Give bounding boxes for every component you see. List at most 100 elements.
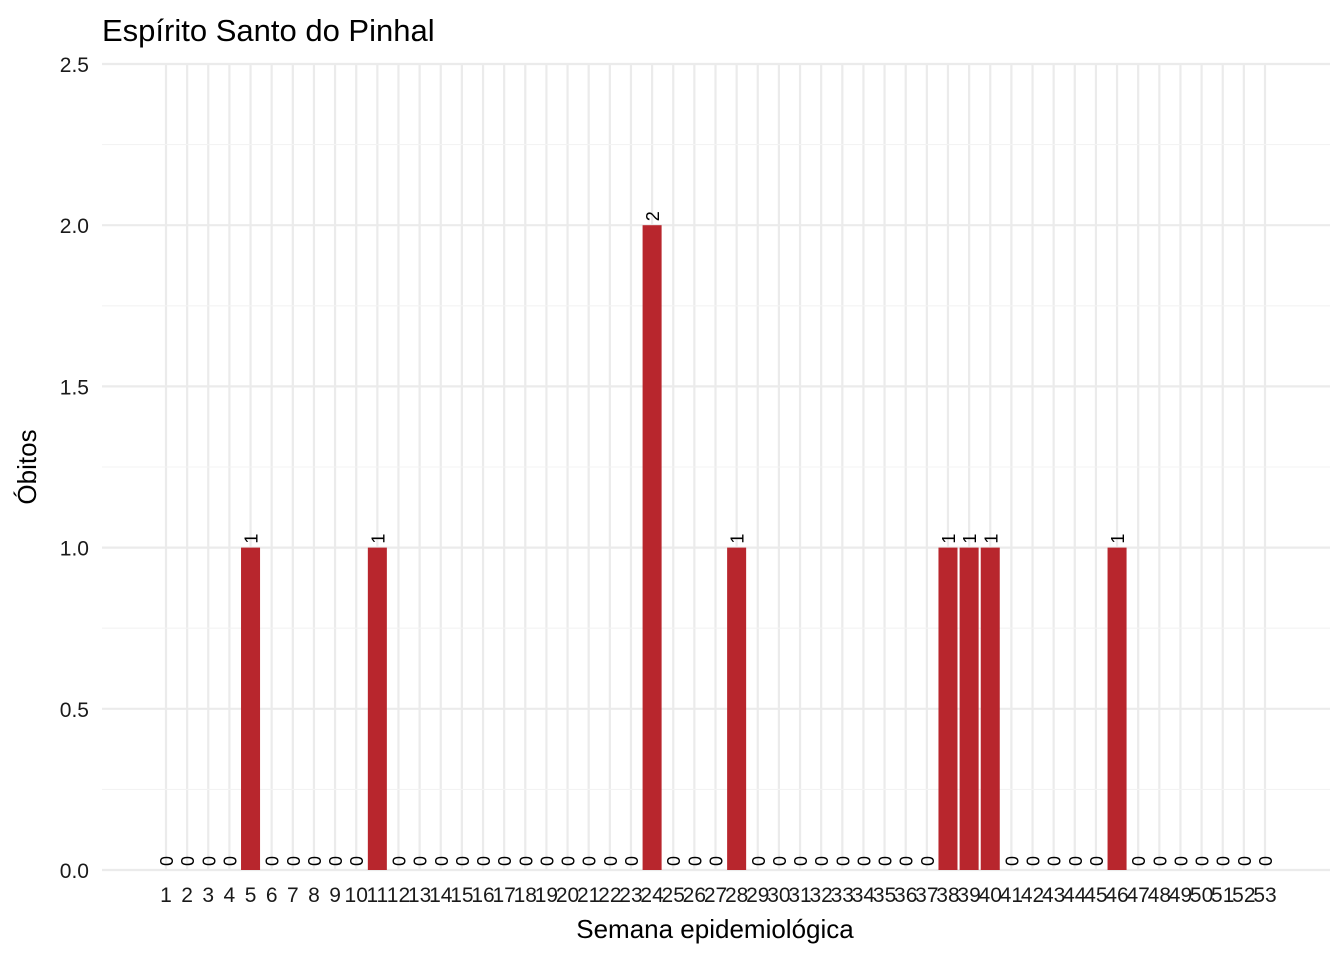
x-tick-label: 15 <box>450 884 473 907</box>
bar-value-label: 1 <box>368 534 388 544</box>
bar-value-label: 0 <box>1024 856 1044 866</box>
bar <box>727 547 747 870</box>
bar-value-label: 0 <box>1150 856 1170 866</box>
x-tick-label: 17 <box>492 884 515 907</box>
x-tick-label: 44 <box>1063 884 1087 907</box>
bar-value-label: 0 <box>1045 856 1065 866</box>
bar-value-label: 0 <box>178 856 198 866</box>
x-tick-label: 14 <box>429 884 453 907</box>
x-tick-label: 24 <box>640 884 664 907</box>
x-tick-label: 2 <box>181 884 193 907</box>
x-tick-label: 41 <box>1000 884 1023 907</box>
bar-value-label: 0 <box>580 856 600 866</box>
x-tick-label: 26 <box>683 884 706 907</box>
x-tick-label: 36 <box>894 884 917 907</box>
x-tick-label: 28 <box>725 884 748 907</box>
bar-labels: 0 0 0 010 0 0 0 010 0 0 0 0 0 0 0 0 0 0 020 0 010 0 0 0 0 0 0 0 01 1 1… <box>157 211 1276 866</box>
bar-value-label: 1 <box>981 534 1001 544</box>
x-tick-label: 4 <box>224 884 236 907</box>
x-tick-label: 49 <box>1169 884 1192 907</box>
x-tick-label: 18 <box>514 884 537 907</box>
bar-value-label: 0 <box>199 856 219 866</box>
bar-value-label: 0 <box>537 856 557 866</box>
x-tick-label: 32 <box>809 884 832 907</box>
bar-value-label: 0 <box>1256 856 1276 866</box>
x-tick-label: 37 <box>915 884 938 907</box>
x-tick-label: 9 <box>329 884 341 907</box>
bar-value-label: 0 <box>812 856 832 866</box>
bar-value-label: 0 <box>1214 856 1234 866</box>
x-tick-label: 30 <box>767 884 790 907</box>
y-tick-label: 1.0 <box>60 538 89 561</box>
x-tick-label: 8 <box>308 884 320 907</box>
chart-title: Espírito Santo do Pinhal <box>102 13 435 48</box>
bar-value-label: 0 <box>1002 856 1022 866</box>
bar-value-label: 0 <box>601 856 621 866</box>
x-tick-label: 51 <box>1211 884 1234 907</box>
bar-value-label: 0 <box>453 856 473 866</box>
bar-value-label: 0 <box>854 856 874 866</box>
bar <box>938 547 958 870</box>
x-tick-label: 27 <box>704 884 727 907</box>
x-tick-label: 52 <box>1232 884 1255 907</box>
bar-value-label: 0 <box>685 856 705 866</box>
x-tick-label: 10 <box>345 884 368 907</box>
bar-value-label: 0 <box>918 856 938 866</box>
x-tick-label: 34 <box>852 884 876 907</box>
x-tick-label: 13 <box>408 884 431 907</box>
x-axis-title: Semana epidemiológica <box>576 914 854 944</box>
x-tick-label: 47 <box>1127 884 1150 907</box>
bar-value-label: 0 <box>1129 856 1149 866</box>
bar-value-label: 0 <box>770 856 790 866</box>
bar-value-label: 0 <box>326 856 346 866</box>
bar-value-label: 0 <box>1193 856 1213 866</box>
x-tick-label: 25 <box>662 884 685 907</box>
x-tick-label: 38 <box>936 884 959 907</box>
bar-value-label: 1 <box>960 534 980 544</box>
y-tick-label: 0.0 <box>60 860 89 883</box>
x-tick-label: 46 <box>1105 884 1128 907</box>
bar-value-label: 1 <box>939 534 959 544</box>
x-tick-label: 20 <box>556 884 579 907</box>
y-tick-label: 0.5 <box>60 699 89 722</box>
bar-value-label: 1 <box>728 534 748 544</box>
bar-value-label: 0 <box>833 856 853 866</box>
bar-value-label: 0 <box>305 856 325 866</box>
bar <box>367 547 387 870</box>
bar-value-label: 0 <box>559 856 579 866</box>
y-tick-label: 1.5 <box>60 376 89 399</box>
bar <box>980 547 1000 870</box>
x-tick-label: 22 <box>598 884 621 907</box>
bar-value-label: 0 <box>622 856 642 866</box>
x-tick-label: 12 <box>387 884 410 907</box>
bar-value-label: 0 <box>1066 856 1086 866</box>
x-axis-ticks: 1 2 3 4 5 6 7 8 9 1011121314151617181920212223242… <box>160 884 1277 907</box>
bar-value-label: 0 <box>1171 856 1191 866</box>
bar-value-label: 1 <box>242 534 262 544</box>
x-tick-label: 33 <box>831 884 854 907</box>
x-tick-label: 19 <box>535 884 558 907</box>
bar-value-label: 0 <box>389 856 409 866</box>
bar-value-label: 0 <box>791 856 811 866</box>
x-tick-label: 48 <box>1148 884 1171 907</box>
x-tick-label: 50 <box>1190 884 1213 907</box>
x-tick-label: 31 <box>788 884 811 907</box>
x-tick-label: 40 <box>979 884 1002 907</box>
bar-value-label: 0 <box>707 856 727 866</box>
bar-value-label: 0 <box>220 856 240 866</box>
x-tick-label: 39 <box>957 884 980 907</box>
x-tick-label: 23 <box>619 884 642 907</box>
y-axis-ticks: 0.0 0.5 1.0 1.5 2.0 2.5 <box>60 54 89 883</box>
x-tick-label: 3 <box>202 884 214 907</box>
bar-value-label: 1 <box>1108 534 1128 544</box>
bar-value-label: 0 <box>495 856 515 866</box>
x-tick-label: 29 <box>746 884 769 907</box>
bar-value-label: 0 <box>897 856 917 866</box>
bar-value-label: 0 <box>1087 856 1107 866</box>
bar <box>959 547 979 870</box>
bar-value-label: 0 <box>1235 856 1255 866</box>
x-tick-label: 43 <box>1042 884 1065 907</box>
y-tick-label: 2.5 <box>60 54 89 77</box>
bar-value-label: 0 <box>664 856 684 866</box>
x-tick-label: 16 <box>471 884 494 907</box>
